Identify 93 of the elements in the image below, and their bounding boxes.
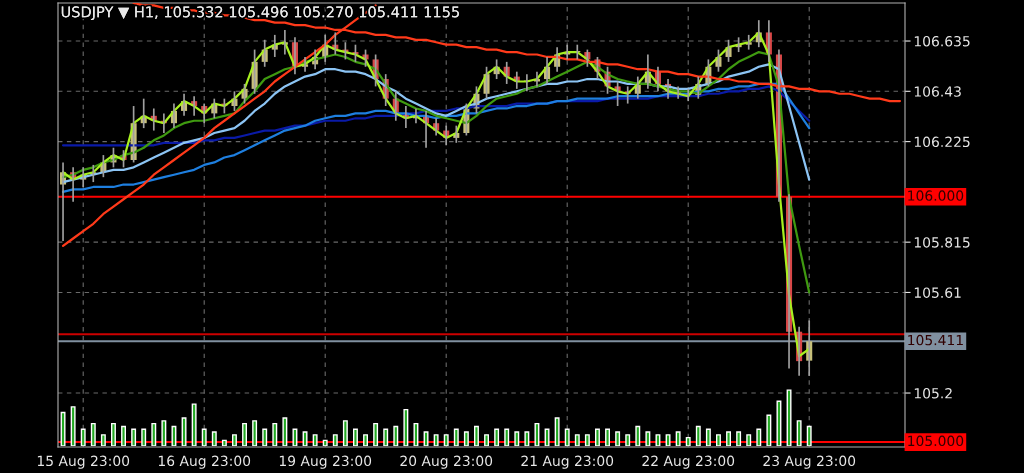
bar — [211, 431, 217, 446]
x-tick-label: 15 Aug 23:00 — [37, 455, 130, 469]
y-tick-label: 106.43 — [914, 86, 961, 97]
bar — [473, 425, 479, 446]
bar — [726, 431, 732, 446]
bar — [504, 428, 510, 446]
bar — [806, 425, 812, 446]
x-tick-label: 23 Aug 23:00 — [763, 455, 856, 469]
bar — [181, 417, 187, 446]
bar — [352, 428, 358, 446]
bar — [433, 434, 439, 446]
y-tick-label: 105.2 — [914, 388, 952, 399]
bar — [151, 422, 157, 446]
line-series — [61, 82, 811, 193]
bar — [695, 425, 701, 446]
bar — [786, 389, 792, 446]
bar — [110, 422, 116, 446]
bar — [766, 414, 772, 446]
bar — [302, 431, 308, 446]
x-tick-label: 19 Aug 23:00 — [279, 455, 372, 469]
bar — [564, 428, 570, 446]
bar — [373, 422, 379, 446]
bar — [524, 431, 530, 446]
bar — [231, 434, 237, 446]
bar — [262, 428, 268, 446]
bar — [635, 425, 641, 446]
bar — [383, 428, 389, 446]
y-tick-label: 106.225 — [914, 136, 970, 148]
bar — [272, 422, 278, 446]
bar — [705, 428, 711, 446]
bar — [544, 428, 550, 446]
bar — [282, 417, 288, 446]
bar — [665, 434, 671, 446]
bar — [403, 408, 409, 446]
bar — [736, 431, 742, 446]
bar — [221, 439, 227, 446]
ref-line-label: 106.000 — [908, 190, 964, 201]
bar — [796, 420, 802, 446]
bar — [252, 420, 258, 446]
ref-line-label: 105.000 — [908, 435, 964, 447]
bar — [131, 428, 137, 446]
bar — [393, 425, 399, 446]
bar — [645, 431, 651, 446]
bar — [80, 428, 86, 446]
bar — [100, 434, 106, 446]
bar — [413, 422, 419, 446]
bar — [594, 428, 600, 446]
bar — [121, 425, 127, 446]
bar — [201, 428, 207, 446]
bar — [675, 431, 681, 446]
bar — [484, 434, 490, 446]
bar — [242, 422, 248, 446]
y-tick-label: 105.815 — [914, 237, 970, 248]
bar — [534, 422, 540, 446]
bar — [615, 431, 621, 446]
bar — [756, 428, 762, 446]
bar — [312, 434, 318, 446]
bar — [363, 434, 369, 446]
bar — [332, 434, 338, 446]
bar — [574, 434, 580, 446]
bar — [70, 406, 76, 446]
ref-line-label: 105.411 — [908, 334, 963, 346]
bar — [655, 434, 661, 446]
bar — [625, 434, 631, 446]
bar — [776, 400, 782, 446]
bar — [171, 425, 177, 446]
bar — [453, 428, 459, 446]
bar — [746, 434, 752, 446]
bar — [514, 431, 520, 446]
x-tick-label: 22 Aug 23:00 — [642, 455, 735, 469]
bar — [494, 428, 500, 446]
bar — [322, 439, 328, 446]
bar — [161, 420, 167, 446]
x-tick-label: 20 Aug 23:00 — [400, 455, 493, 469]
bar — [463, 431, 469, 446]
bar — [342, 420, 348, 446]
y-tick-label: 105.61 — [914, 287, 961, 298]
bar — [141, 428, 147, 446]
bar — [423, 431, 429, 446]
bar — [715, 434, 721, 446]
x-tick-label: 21 Aug 23:00 — [521, 455, 614, 469]
y-tick-label: 106.635 — [914, 35, 970, 47]
bar — [292, 428, 298, 446]
bar — [191, 403, 197, 446]
bar — [605, 428, 611, 446]
line-series — [61, 85, 811, 147]
bar — [90, 422, 96, 446]
bar — [554, 417, 560, 446]
bar — [584, 434, 590, 446]
bar — [443, 434, 449, 446]
bar — [685, 436, 691, 446]
bar — [60, 411, 66, 446]
x-tick-label: 16 Aug 23:00 — [158, 455, 251, 469]
